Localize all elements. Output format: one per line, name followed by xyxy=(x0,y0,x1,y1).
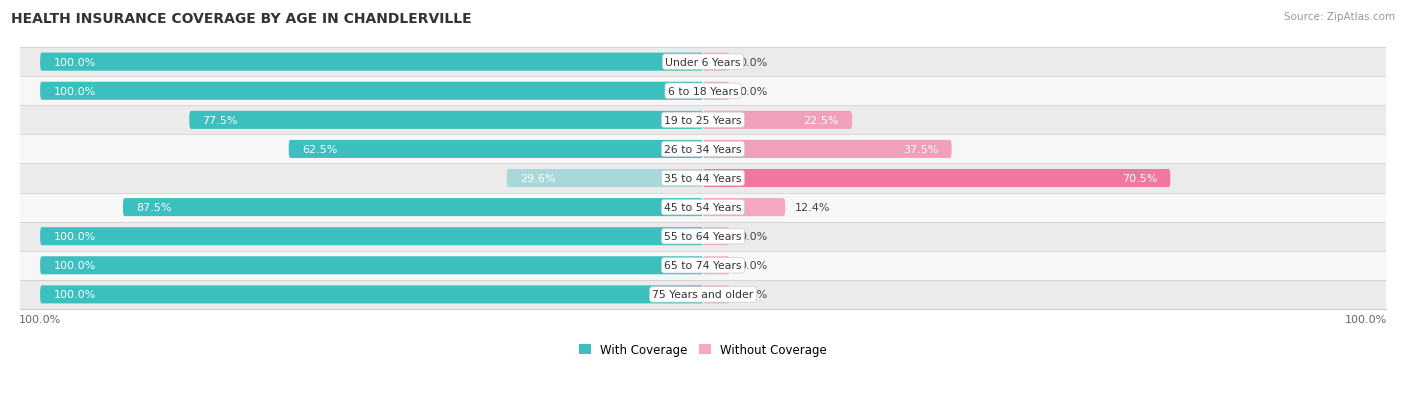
Bar xyxy=(20,251,1386,280)
FancyBboxPatch shape xyxy=(190,112,703,130)
Text: 45 to 54 Years: 45 to 54 Years xyxy=(664,203,742,213)
Text: 77.5%: 77.5% xyxy=(202,116,238,126)
Text: 100.0%: 100.0% xyxy=(53,57,96,67)
Bar xyxy=(20,222,1386,251)
Text: Source: ZipAtlas.com: Source: ZipAtlas.com xyxy=(1284,12,1395,22)
FancyBboxPatch shape xyxy=(703,199,785,216)
Text: 100.0%: 100.0% xyxy=(53,290,96,300)
Bar xyxy=(20,48,1386,77)
Text: 0.0%: 0.0% xyxy=(740,87,768,97)
Bar xyxy=(20,164,1386,193)
FancyBboxPatch shape xyxy=(122,199,703,216)
Text: 35 to 44 Years: 35 to 44 Years xyxy=(664,173,742,184)
FancyBboxPatch shape xyxy=(288,140,703,159)
Text: 37.5%: 37.5% xyxy=(903,145,938,154)
Bar xyxy=(20,106,1386,135)
FancyBboxPatch shape xyxy=(703,140,952,159)
FancyBboxPatch shape xyxy=(41,256,703,275)
Text: 22.5%: 22.5% xyxy=(803,116,839,126)
Text: 65 to 74 Years: 65 to 74 Years xyxy=(664,261,742,271)
FancyBboxPatch shape xyxy=(703,256,730,275)
FancyBboxPatch shape xyxy=(41,54,703,71)
Text: 0.0%: 0.0% xyxy=(740,290,768,300)
Text: 75 Years and older: 75 Years and older xyxy=(652,290,754,300)
Text: Under 6 Years: Under 6 Years xyxy=(665,57,741,67)
Text: 19 to 25 Years: 19 to 25 Years xyxy=(664,116,742,126)
Bar xyxy=(20,77,1386,106)
Text: 55 to 64 Years: 55 to 64 Years xyxy=(664,232,742,242)
Text: 87.5%: 87.5% xyxy=(136,203,172,213)
FancyBboxPatch shape xyxy=(41,286,703,304)
Text: 29.6%: 29.6% xyxy=(520,173,555,184)
Text: HEALTH INSURANCE COVERAGE BY AGE IN CHANDLERVILLE: HEALTH INSURANCE COVERAGE BY AGE IN CHAN… xyxy=(11,12,472,26)
Text: 6 to 18 Years: 6 to 18 Years xyxy=(668,87,738,97)
Text: 0.0%: 0.0% xyxy=(740,232,768,242)
Text: 0.0%: 0.0% xyxy=(740,57,768,67)
FancyBboxPatch shape xyxy=(41,228,703,246)
FancyBboxPatch shape xyxy=(703,83,730,100)
Legend: With Coverage, Without Coverage: With Coverage, Without Coverage xyxy=(574,338,832,361)
Bar xyxy=(20,135,1386,164)
Text: 100.0%: 100.0% xyxy=(53,232,96,242)
Text: 70.5%: 70.5% xyxy=(1122,173,1157,184)
FancyBboxPatch shape xyxy=(703,112,852,130)
Text: 100.0%: 100.0% xyxy=(53,261,96,271)
FancyBboxPatch shape xyxy=(703,54,730,71)
FancyBboxPatch shape xyxy=(41,83,703,100)
Bar xyxy=(20,280,1386,309)
FancyBboxPatch shape xyxy=(506,170,703,188)
Text: 100.0%: 100.0% xyxy=(53,87,96,97)
Text: 12.4%: 12.4% xyxy=(796,203,831,213)
FancyBboxPatch shape xyxy=(703,286,730,304)
Text: 0.0%: 0.0% xyxy=(740,261,768,271)
Text: 26 to 34 Years: 26 to 34 Years xyxy=(664,145,742,154)
Bar xyxy=(20,193,1386,222)
FancyBboxPatch shape xyxy=(703,170,1170,188)
Text: 62.5%: 62.5% xyxy=(302,145,337,154)
FancyBboxPatch shape xyxy=(703,228,730,246)
